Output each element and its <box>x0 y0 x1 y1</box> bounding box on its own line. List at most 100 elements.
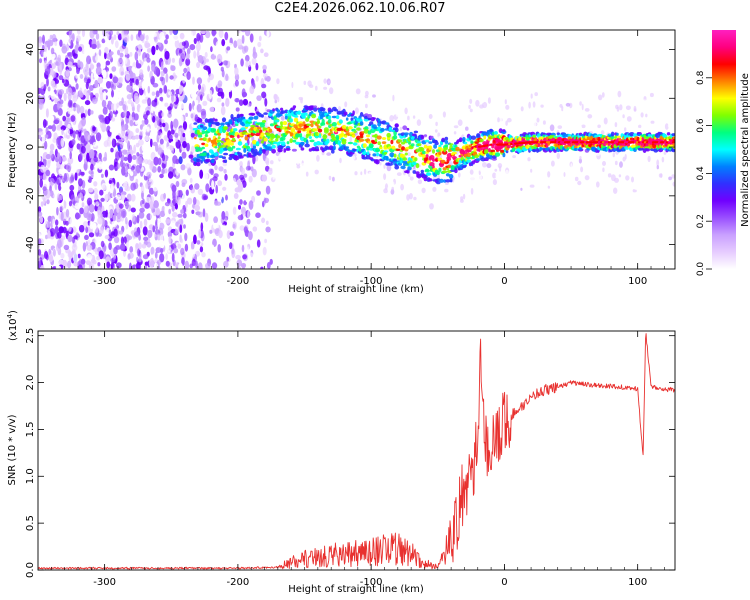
spectrogram-noise-cell <box>66 162 72 172</box>
spectrogram-ridge-cell <box>431 158 436 162</box>
colorbar-tick-label: 0.2 <box>696 214 706 228</box>
spectrogram-noise-cell <box>80 214 85 224</box>
spectrogram-halo-cell <box>527 157 531 162</box>
spectrogram-noise-cell <box>65 208 70 218</box>
spectrogram-noise-cell <box>99 189 104 196</box>
spectrogram-noise-cell <box>58 75 64 81</box>
spectrogram-ridge-cell <box>272 108 275 112</box>
spectrogram-ridge-cell <box>250 124 256 128</box>
spectrogram-noise-cell <box>247 102 252 108</box>
spectrogram-noise-cell <box>86 253 93 261</box>
spectrogram-ridge-cell <box>295 133 301 138</box>
spectrogram-halo-cell <box>542 120 546 125</box>
spectrogram-noise-cell <box>175 261 179 268</box>
spectrogram-halo-cell <box>383 188 388 194</box>
spectrogram-noise-cell <box>202 208 206 218</box>
spectrogram-noise-cell <box>75 213 82 219</box>
spectrogram-noise-cell <box>77 59 81 68</box>
spectrogram-noise-cell <box>164 168 168 174</box>
spectrogram-noise-cell <box>190 145 195 154</box>
spectrogram-halo-cell <box>619 104 623 111</box>
spectrogram-noise-cell <box>201 252 206 258</box>
spectrogram-ridge-cell <box>331 126 335 132</box>
spectrogram-noise-cell <box>41 44 45 52</box>
spectrogram-ridge-cell <box>400 141 406 145</box>
spectrogram-noise-cell <box>54 225 59 235</box>
spectrogram-ridge-cell <box>318 125 322 129</box>
spectrogram-halo-cell <box>429 203 434 210</box>
spectrogram-ridge-cell <box>202 137 207 142</box>
spectrogram-noise-cell <box>159 87 163 94</box>
spectrogram-ridge-cell <box>201 130 205 135</box>
spectrogram-ridge-cell <box>413 130 419 134</box>
spectrogram-ridge-cell <box>237 141 243 146</box>
spectrogram-halo-cell <box>620 158 623 163</box>
spectrogram-noise-cell <box>110 103 115 111</box>
spectrogram-halo-cell <box>506 164 510 168</box>
spectrogram-halo-cell <box>567 111 571 119</box>
spectrogram-noise-cell <box>99 226 104 235</box>
spectrogram-halo-cell <box>336 81 340 89</box>
spectrogram-halo-cell <box>551 160 555 167</box>
spectrogram-ridge-cell <box>466 159 472 163</box>
spectrogram-noise-cell <box>219 190 223 200</box>
spectrogram-noise-cell <box>44 134 49 139</box>
spectrogram-ridge-cell <box>500 149 505 153</box>
spectrogram-noise-cell <box>190 132 195 138</box>
spectrogram-noise-cell <box>155 107 161 113</box>
spectrogram-noise-cell <box>49 143 55 151</box>
spectrogram-ridge-cell <box>298 123 304 127</box>
spectrogram-noise-cell <box>243 173 248 178</box>
spectrogram-ridge-cell <box>221 140 224 144</box>
spectrogram-noise-cell <box>234 79 239 87</box>
spectrogram-noise-cell <box>126 242 130 251</box>
spectrogram-ridge-cell <box>220 122 225 126</box>
spectrogram-ridge-cell <box>374 138 378 143</box>
spectrogram-ridge-cell <box>214 146 218 149</box>
spectrogram-noise-cell <box>155 247 161 254</box>
spectrogram-ridge-cell <box>416 143 422 147</box>
spectrogram-ridge-cell <box>404 133 408 137</box>
spectrogram-halo-cell <box>579 101 582 106</box>
spectrogram-halo-cell <box>536 117 540 123</box>
spectrogram-ridge-cell <box>399 160 404 164</box>
spectrogram-halo-cell <box>360 85 364 90</box>
spectrogram-halo-cell <box>656 159 660 167</box>
spectrogram-ridge-cell <box>340 130 344 133</box>
spectrogram-noise-cell <box>68 250 72 257</box>
spectrogram-halo-cell <box>435 121 438 127</box>
spectrogram-ridge-cell <box>204 143 209 147</box>
spectrogram-ridge-cell <box>234 155 240 161</box>
snr-y-tick-label: 0.5 <box>25 515 36 531</box>
spectrogram-ridge-cell <box>197 132 203 136</box>
spectrogram-ridge-cell <box>425 168 429 172</box>
spectrogram-halo-cell <box>596 181 600 188</box>
spectrogram-noise-cell <box>47 91 51 100</box>
spectrogram-noise-cell <box>130 230 135 235</box>
spectrogram-noise-cell <box>108 242 112 250</box>
spectrogram-ridge-cell <box>377 118 381 124</box>
spectrogram-noise-cell <box>152 186 158 192</box>
spectrogram-noise-cell <box>174 203 178 210</box>
spectrogram-halo-cell <box>487 97 491 104</box>
spectrogram-halo-cell <box>487 105 491 110</box>
snr-x-tick-label: 100 <box>628 577 647 588</box>
spectrogram-ridge-cell <box>426 172 432 176</box>
spectrogram-ridge-cell <box>331 122 337 127</box>
spectrogram-halo-cell <box>482 101 488 109</box>
spectrogram-noise-cell <box>83 205 88 214</box>
spectrogram-ridge-cell <box>363 129 370 134</box>
spectrogram-ridge-cell <box>222 156 226 160</box>
spectrogram-noise-cell <box>256 95 262 101</box>
spectrogram-ridge-cell <box>284 115 288 120</box>
spectrogram-noise-cell <box>139 69 144 76</box>
spectrogram-ridge-cell <box>239 113 244 117</box>
spectrogram-noise-cell <box>200 94 203 101</box>
spectrogram-noise-cell <box>59 120 63 127</box>
spectrogram-noise-cell <box>71 65 77 72</box>
spectrogram-noise-cell <box>85 43 91 49</box>
spectrogram-noise-cell <box>72 33 75 42</box>
spectrogram-halo-cell <box>432 186 437 192</box>
spectrogram-noise-cell <box>153 262 159 269</box>
spectrogram-halo-cell <box>418 197 423 201</box>
